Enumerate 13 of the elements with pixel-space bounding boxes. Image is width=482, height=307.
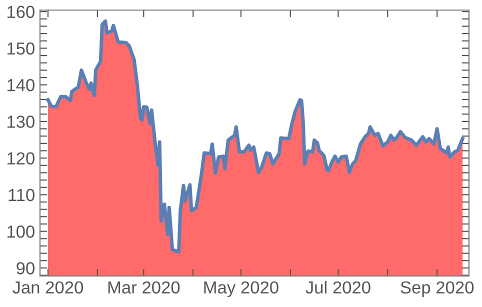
x-tick-label: Sep 2020 bbox=[400, 281, 474, 298]
x-tick-label: Mar 2020 bbox=[108, 281, 180, 294]
y-tick-label: 140 bbox=[8, 79, 34, 92]
x-tick-label: May 2020 bbox=[204, 281, 278, 298]
x-tick-label: Jan 2020 bbox=[12, 281, 84, 294]
x-tick-label: Jul 2020 bbox=[306, 280, 370, 294]
y-tick-label: 120 bbox=[8, 152, 34, 165]
y-tick-label: 90 bbox=[16, 262, 34, 274]
y-tick-label: 100 bbox=[8, 225, 34, 238]
y-tick-label: 150 bbox=[8, 42, 34, 55]
y-tick-label: 110 bbox=[8, 188, 34, 202]
y-tick-label: 130 bbox=[8, 116, 34, 128]
y-tick-label: 160 bbox=[8, 6, 34, 18]
